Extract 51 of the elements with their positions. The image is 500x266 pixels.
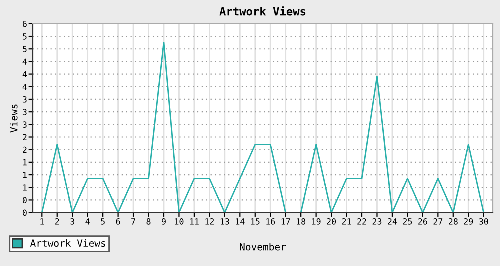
y-tick-label: 1 <box>23 172 27 178</box>
line-series <box>41 42 485 213</box>
x-tick-label: 7 <box>132 218 136 225</box>
y-tick-label: 6 <box>22 20 27 28</box>
y-tick-label: 4 <box>22 58 28 65</box>
x-tick-label: 5 <box>101 218 105 225</box>
x-tick-label: 13 <box>220 218 230 225</box>
x-tick-label: 26 <box>418 218 428 225</box>
x-tick-label: 9 <box>162 218 166 225</box>
x-tick-label: 16 <box>266 218 276 225</box>
y-tick-label: 5 <box>23 46 27 52</box>
x-tick-label: 4 <box>86 218 90 225</box>
x-tick-label: 1 <box>40 218 44 225</box>
x-tick-label: 15 <box>251 218 260 225</box>
x-tick-label: 18 <box>297 218 306 225</box>
x-tick-label: 17 <box>282 218 290 225</box>
x-tick-label: 23 <box>372 218 382 225</box>
x-tick-label: 3 <box>70 218 74 225</box>
x-tick-label: 12 <box>206 218 214 225</box>
y-tick-label: 2 <box>23 134 27 140</box>
y-tick-label: 3 <box>22 122 27 128</box>
chart-title: Artwork Views <box>220 6 306 16</box>
x-tick-label: 10 <box>175 218 184 225</box>
y-tick-label: 2 <box>23 146 27 154</box>
y-tick-label: 1 <box>23 184 27 191</box>
x-tick-label: 11 <box>190 218 199 225</box>
x-tick-label: 24 <box>388 218 398 225</box>
x-tick-label: 22 <box>358 218 366 225</box>
y-tick-label: 3 <box>22 96 27 103</box>
legend-label: Artwork Views <box>30 240 106 248</box>
x-tick-label: 8 <box>146 218 151 225</box>
y-tick-label: 0 <box>22 210 27 216</box>
y-tick-label: 4 <box>22 84 28 90</box>
y-tick-label: 3 <box>22 109 27 116</box>
x-tick-label: 21 <box>342 218 352 225</box>
y-tick-label: 4 <box>22 71 28 78</box>
x-tick-label: 20 <box>327 218 336 225</box>
y-tick-label: 0 <box>22 197 27 204</box>
x-tick-label: 29 <box>464 218 474 225</box>
x-tick-label: 14 <box>236 218 245 225</box>
x-tick-label: 28 <box>449 218 458 225</box>
y-axis-title: Views <box>10 104 18 133</box>
x-axis-title: November <box>240 243 286 251</box>
x-tick-label: 2 <box>55 218 60 225</box>
x-tick-label: 6 <box>116 218 120 225</box>
x-tick-label: 30 <box>479 218 488 225</box>
x-tick-label: 19 <box>312 218 321 225</box>
y-tick-label: 1 <box>23 160 27 166</box>
x-tick-label: 25 <box>403 218 412 225</box>
y-tick-label: 5 <box>23 34 27 40</box>
x-tick-label: 27 <box>434 218 443 225</box>
